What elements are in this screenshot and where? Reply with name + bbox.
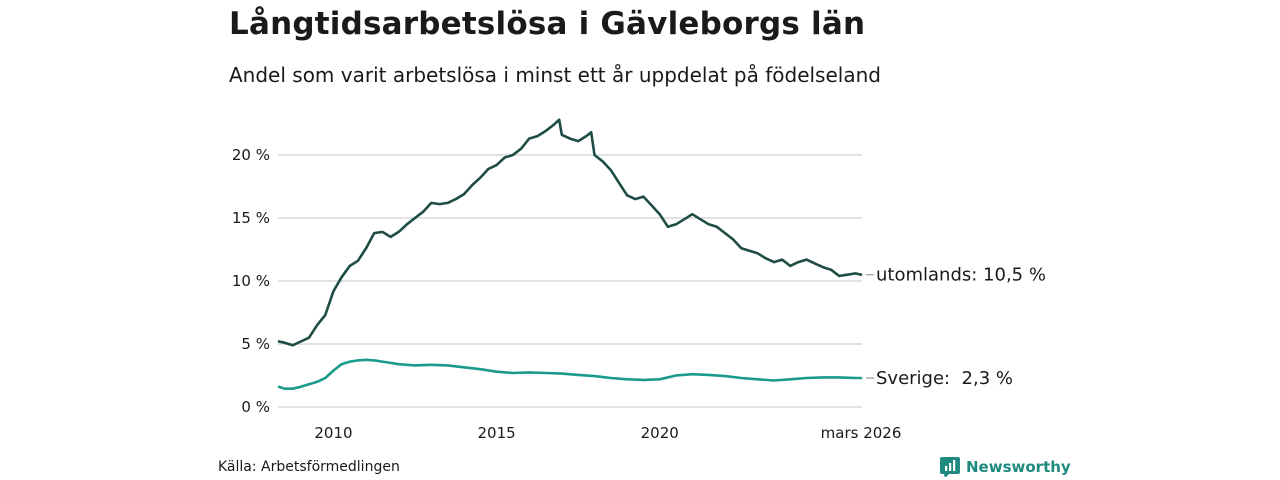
end-label-sverige: Sverige: 2,3 % [876, 368, 1013, 389]
y-tick-label-0: 0 % [241, 398, 270, 416]
series-line-utomlands [277, 118, 863, 347]
source-note: Källa: Arbetsförmedlingen [218, 459, 400, 475]
y-tick-label-2: 10 % [232, 272, 270, 290]
x-tick-label-1: 2015 [477, 424, 515, 442]
chart-subtitle: Andel som varit arbetslösa i minst ett å… [229, 63, 881, 87]
x-tick-label-0: 2010 [314, 424, 352, 442]
y-tick-label-4: 20 % [232, 146, 270, 164]
y-tick-label-3: 15 % [232, 209, 270, 227]
x-tick-label-2: 2020 [641, 424, 679, 442]
newsworthy-logo-icon [940, 457, 960, 477]
y-tick-label-1: 5 % [241, 335, 270, 353]
series-line-sverige [277, 358, 863, 390]
end-label-utomlands: utomlands: 10,5 % [876, 265, 1046, 286]
chart-title: Långtidsarbetslösa i Gävleborgs län [229, 6, 866, 42]
x-tick-label-3: mars 2026 [821, 424, 902, 442]
brand-logo: Newsworthy [940, 457, 1071, 477]
brand-name: Newsworthy [966, 458, 1071, 476]
